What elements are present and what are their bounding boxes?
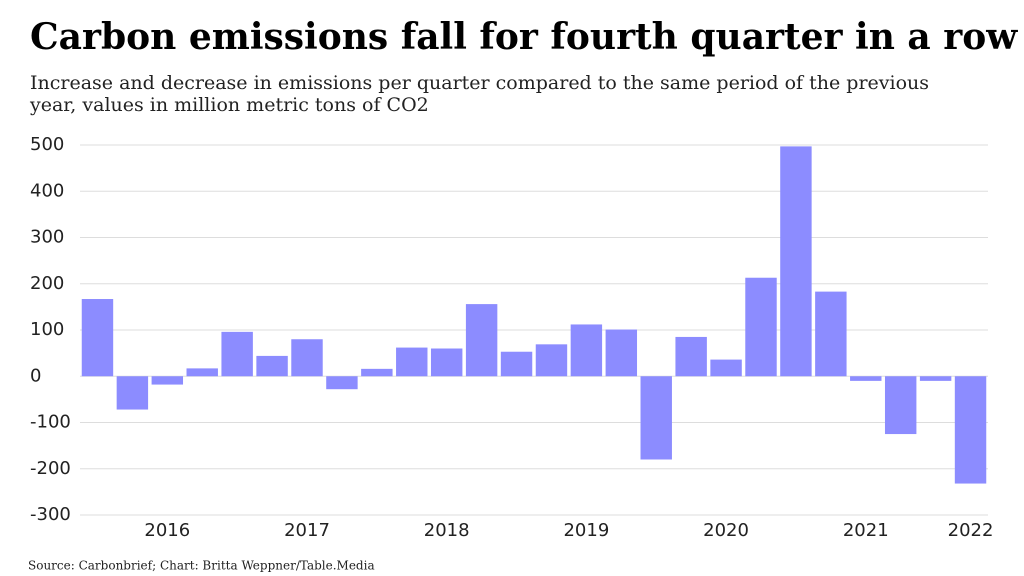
bar (640, 376, 672, 460)
y-tick-label: -300 (30, 504, 71, 525)
bar (884, 376, 917, 435)
bar (396, 347, 428, 377)
bar (465, 304, 498, 377)
y-tick-label: 400 (30, 180, 64, 201)
bar (326, 376, 358, 390)
bar (186, 368, 218, 377)
bar (535, 344, 568, 377)
bar (430, 348, 463, 377)
y-tick-label: 500 (30, 134, 64, 155)
bar (745, 277, 777, 377)
bar (81, 299, 114, 377)
bar (605, 329, 638, 377)
y-tick-label: 200 (30, 273, 64, 294)
bar (291, 339, 323, 377)
bar (221, 331, 253, 377)
x-tick-label: 2021 (843, 520, 889, 541)
chart-title: Carbon emissions fall for fourth quarter… (30, 16, 1018, 58)
x-tick-label: 2019 (563, 520, 609, 541)
bar (500, 351, 533, 377)
bar (675, 336, 707, 377)
x-tick-label: 2016 (144, 520, 190, 541)
chart-subtitle: year, values in million metric tons of C… (29, 94, 429, 116)
bar (954, 376, 987, 484)
x-tick-label: 2022 (948, 520, 994, 541)
bar (850, 376, 882, 381)
bar (151, 376, 184, 385)
y-tick-label: 100 (30, 319, 64, 340)
bar (256, 355, 288, 377)
y-tick-label: -100 (30, 412, 71, 433)
x-tick-label: 2018 (424, 520, 470, 541)
chart-subtitle: Increase and decrease in emissions per q… (30, 72, 929, 94)
x-tick-label: 2020 (703, 520, 749, 541)
bar (710, 359, 742, 377)
bar (361, 368, 393, 377)
y-tick-label: -200 (30, 458, 71, 479)
x-tick-label: 2017 (284, 520, 330, 541)
bar (815, 291, 847, 377)
bar (919, 376, 952, 381)
bar (116, 376, 149, 410)
source-note: Source: Carbonbrief; Chart: Britta Weppn… (28, 559, 375, 573)
bar (570, 324, 603, 377)
bar (780, 146, 812, 377)
y-tick-label: 0 (30, 365, 41, 386)
y-tick-label: 300 (30, 227, 64, 248)
